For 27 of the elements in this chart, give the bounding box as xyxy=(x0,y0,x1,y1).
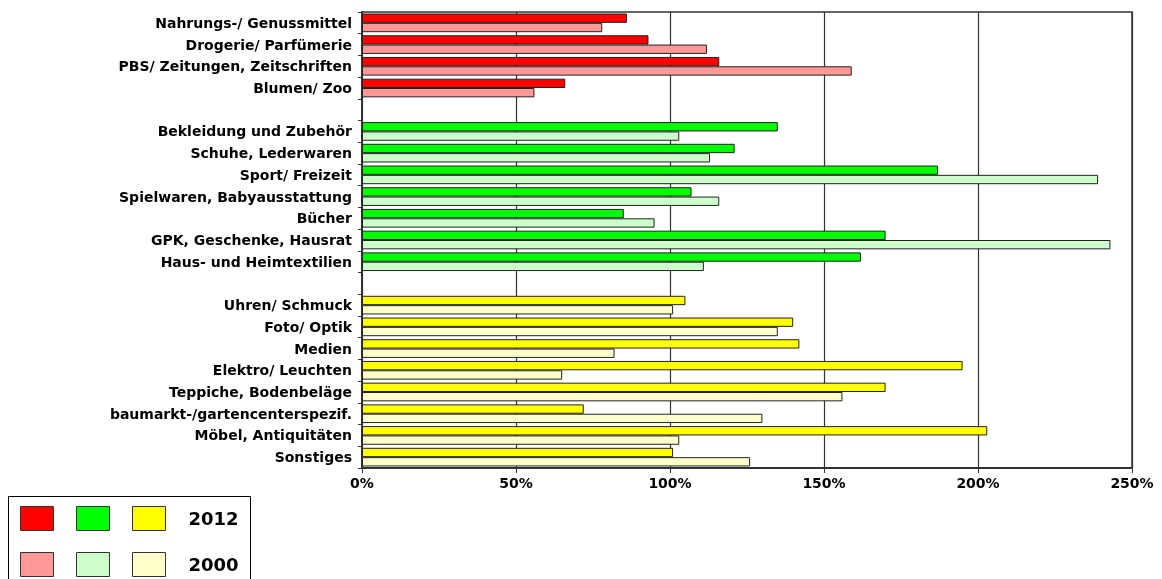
y-tick-label: Medien xyxy=(294,340,352,357)
y-tick-label: Bekleidung und Zubehör xyxy=(157,123,353,140)
y-tick-label: Schuhe, Lederwaren xyxy=(190,145,352,162)
y-tick-label: Blumen/ Zoo xyxy=(253,80,353,96)
y-tick-label: Bücher xyxy=(296,210,353,227)
y-tick-label: Teppiche, Bodenbeläge xyxy=(168,384,352,400)
x-tick-label: 50% xyxy=(499,475,533,491)
x-tick-label: 100% xyxy=(648,475,692,491)
y-tick-label: PBS/ Zeitungen, Zeitschriften xyxy=(118,58,352,75)
y-tick-label: Elektro/ Leuchten xyxy=(212,362,352,379)
x-tick-label: 0% xyxy=(350,475,374,491)
legend-label: 2012 xyxy=(188,508,239,529)
legend-label: 2000 xyxy=(188,554,239,575)
x-tick-label: 250% xyxy=(1110,475,1154,491)
y-tick-label: Sport/ Freizeit xyxy=(239,166,353,183)
x-tick-label: 200% xyxy=(956,475,1000,491)
y-tick-label: Möbel, Antiquitäten xyxy=(194,427,352,444)
y-tick-label: Foto/ Optik xyxy=(264,318,353,335)
y-tick-label: Drogerie/ Parfümerie xyxy=(185,36,352,53)
y-tick-label: Haus- und Heimtextilien xyxy=(160,253,352,270)
x-tick-label: 150% xyxy=(802,475,846,491)
y-tick-label: Sonstiges xyxy=(274,449,352,466)
y-tick-label: Uhren/ Schmuck xyxy=(223,297,353,314)
y-tick-label: baumarkt-/gartencenterspezif. xyxy=(109,405,352,422)
y-tick-label: Spielwaren, Babyausstattung xyxy=(119,188,352,205)
y-tick-label: GPK, Geschenke, Hausrat xyxy=(151,232,353,248)
y-tick-label: Nahrungs-/ Genussmittel xyxy=(155,14,352,31)
